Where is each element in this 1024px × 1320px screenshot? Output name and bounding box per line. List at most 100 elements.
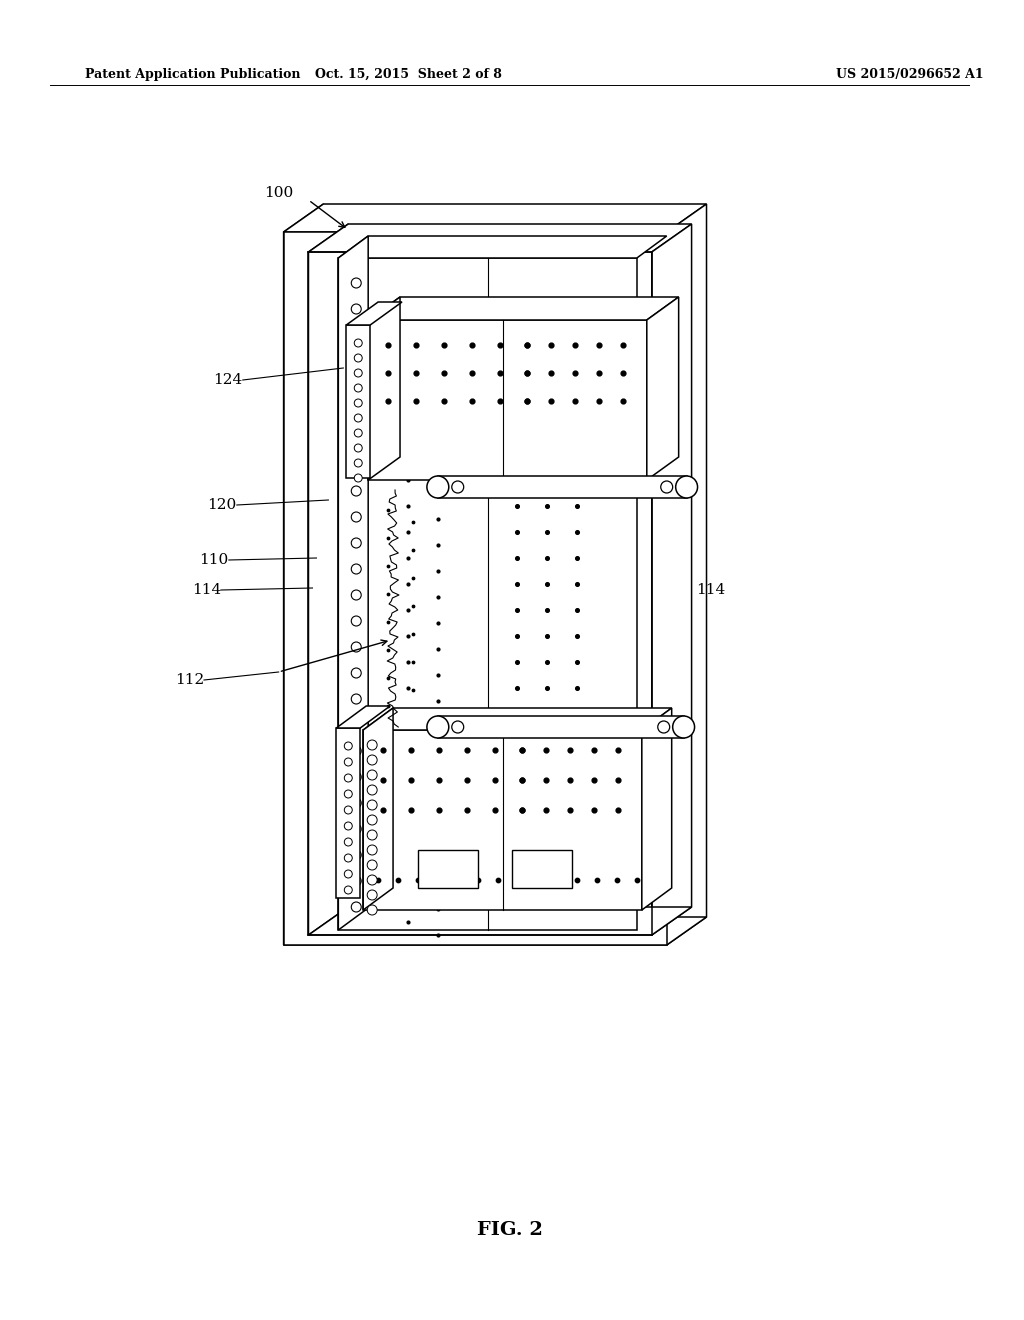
Ellipse shape bbox=[351, 459, 361, 470]
Point bbox=[569, 444, 586, 465]
Ellipse shape bbox=[351, 590, 361, 601]
Point bbox=[539, 730, 555, 751]
Ellipse shape bbox=[368, 830, 377, 840]
Ellipse shape bbox=[351, 279, 361, 288]
Point bbox=[492, 334, 508, 355]
Point bbox=[408, 334, 424, 355]
Point bbox=[539, 770, 555, 791]
Ellipse shape bbox=[368, 741, 377, 750]
Polygon shape bbox=[308, 907, 691, 935]
Point bbox=[404, 680, 421, 701]
Point bbox=[399, 833, 416, 854]
Point bbox=[539, 339, 555, 360]
Point bbox=[539, 677, 555, 698]
Point bbox=[509, 521, 525, 543]
Ellipse shape bbox=[354, 429, 362, 437]
Point bbox=[402, 800, 419, 821]
Point bbox=[509, 417, 525, 438]
Point bbox=[399, 755, 416, 776]
Point bbox=[569, 392, 586, 413]
Ellipse shape bbox=[368, 845, 377, 855]
Point bbox=[569, 870, 586, 891]
Polygon shape bbox=[369, 297, 400, 480]
Ellipse shape bbox=[351, 902, 361, 912]
Point bbox=[380, 611, 396, 632]
Point bbox=[399, 652, 416, 673]
Point bbox=[539, 599, 555, 620]
Point bbox=[586, 800, 602, 821]
Point bbox=[380, 363, 396, 384]
Polygon shape bbox=[512, 850, 572, 888]
Ellipse shape bbox=[452, 721, 464, 733]
Ellipse shape bbox=[368, 906, 377, 915]
Ellipse shape bbox=[344, 807, 352, 814]
Point bbox=[435, 334, 452, 355]
Polygon shape bbox=[308, 224, 348, 935]
Point bbox=[586, 770, 602, 791]
Point bbox=[614, 334, 631, 355]
Point bbox=[539, 800, 555, 821]
Point bbox=[380, 528, 396, 549]
Ellipse shape bbox=[351, 824, 361, 834]
Point bbox=[539, 392, 555, 413]
Point bbox=[375, 800, 391, 821]
Point bbox=[543, 391, 559, 412]
Point bbox=[543, 363, 559, 384]
Polygon shape bbox=[652, 224, 691, 935]
Point bbox=[489, 870, 506, 891]
Point bbox=[509, 704, 525, 725]
Point bbox=[370, 870, 386, 891]
Point bbox=[404, 652, 421, 673]
Point bbox=[539, 417, 555, 438]
Point bbox=[509, 573, 525, 594]
Polygon shape bbox=[284, 205, 324, 945]
Ellipse shape bbox=[354, 414, 362, 422]
Point bbox=[509, 677, 525, 698]
Point bbox=[569, 417, 586, 438]
Point bbox=[380, 668, 396, 689]
Polygon shape bbox=[438, 477, 687, 498]
Point bbox=[430, 768, 446, 789]
Ellipse shape bbox=[354, 354, 362, 362]
Point bbox=[410, 870, 426, 891]
Point bbox=[430, 561, 446, 582]
Point bbox=[486, 770, 503, 791]
Point bbox=[562, 739, 579, 760]
Point bbox=[464, 391, 480, 412]
Point bbox=[539, 704, 555, 725]
Point bbox=[567, 391, 584, 412]
Point bbox=[435, 391, 452, 412]
Point bbox=[399, 626, 416, 647]
Point bbox=[569, 626, 586, 647]
Point bbox=[404, 511, 421, 532]
Point bbox=[591, 334, 607, 355]
Polygon shape bbox=[369, 319, 647, 480]
Ellipse shape bbox=[351, 408, 361, 418]
Polygon shape bbox=[364, 708, 672, 730]
Point bbox=[492, 363, 508, 384]
Point bbox=[509, 392, 525, 413]
Polygon shape bbox=[438, 715, 684, 738]
Point bbox=[569, 548, 586, 569]
Ellipse shape bbox=[344, 822, 352, 830]
Point bbox=[486, 800, 503, 821]
Point bbox=[399, 781, 416, 803]
Ellipse shape bbox=[354, 444, 362, 451]
Point bbox=[569, 859, 586, 880]
Point bbox=[569, 521, 586, 543]
Polygon shape bbox=[336, 706, 390, 729]
Point bbox=[569, 886, 586, 907]
Text: US 2015/0296652 A1: US 2015/0296652 A1 bbox=[836, 69, 983, 81]
Point bbox=[539, 626, 555, 647]
Ellipse shape bbox=[676, 477, 697, 498]
Point bbox=[430, 742, 446, 763]
Ellipse shape bbox=[351, 381, 361, 392]
Point bbox=[492, 391, 508, 412]
Point bbox=[399, 886, 416, 907]
Point bbox=[569, 755, 586, 776]
Point bbox=[399, 470, 416, 491]
Point bbox=[519, 363, 536, 384]
Polygon shape bbox=[308, 224, 691, 252]
Ellipse shape bbox=[351, 486, 361, 496]
Point bbox=[399, 521, 416, 543]
